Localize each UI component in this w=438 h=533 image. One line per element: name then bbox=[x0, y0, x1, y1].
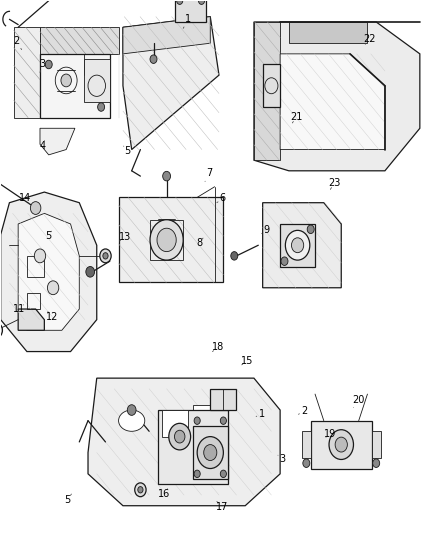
Circle shape bbox=[100, 249, 111, 263]
Bar bbox=[162, 410, 188, 437]
Polygon shape bbox=[40, 128, 75, 155]
Text: 13: 13 bbox=[119, 232, 131, 243]
Text: 11: 11 bbox=[13, 304, 25, 314]
Polygon shape bbox=[280, 54, 385, 150]
Text: 22: 22 bbox=[364, 34, 376, 44]
Text: 19: 19 bbox=[324, 429, 336, 439]
Text: 3: 3 bbox=[279, 454, 286, 464]
Bar bbox=[27, 256, 44, 277]
Circle shape bbox=[174, 430, 185, 443]
Polygon shape bbox=[14, 27, 40, 118]
Text: 14: 14 bbox=[18, 193, 31, 204]
Circle shape bbox=[329, 430, 353, 459]
Circle shape bbox=[0, 323, 3, 338]
Circle shape bbox=[47, 281, 59, 295]
Text: 18: 18 bbox=[212, 342, 224, 352]
Polygon shape bbox=[119, 197, 223, 282]
Text: 1: 1 bbox=[259, 409, 265, 419]
Polygon shape bbox=[1, 192, 97, 352]
Text: 6: 6 bbox=[219, 193, 226, 204]
Bar bbox=[210, 389, 237, 410]
Bar bbox=[280, 224, 315, 266]
Text: 17: 17 bbox=[216, 502, 229, 512]
Circle shape bbox=[34, 249, 46, 263]
Text: 7: 7 bbox=[206, 168, 212, 179]
Bar bbox=[175, 0, 206, 22]
Text: 21: 21 bbox=[290, 111, 303, 122]
Polygon shape bbox=[263, 203, 341, 288]
Bar bbox=[150, 220, 183, 260]
Text: 9: 9 bbox=[263, 225, 269, 236]
Circle shape bbox=[177, 0, 183, 4]
Text: 23: 23 bbox=[328, 177, 341, 188]
Text: 3: 3 bbox=[39, 60, 45, 69]
Ellipse shape bbox=[119, 410, 145, 431]
Circle shape bbox=[335, 437, 347, 452]
Text: 2: 2 bbox=[13, 36, 19, 46]
Circle shape bbox=[194, 470, 200, 478]
Circle shape bbox=[45, 60, 52, 69]
Polygon shape bbox=[88, 378, 280, 506]
Circle shape bbox=[98, 103, 105, 111]
Bar bbox=[263, 64, 280, 107]
Text: 15: 15 bbox=[241, 356, 254, 366]
Circle shape bbox=[135, 483, 146, 497]
Circle shape bbox=[220, 470, 226, 478]
Text: 4: 4 bbox=[39, 141, 45, 151]
Circle shape bbox=[197, 437, 223, 469]
Bar bbox=[193, 405, 210, 421]
Circle shape bbox=[204, 445, 217, 461]
Circle shape bbox=[150, 220, 183, 260]
Bar bbox=[27, 293, 40, 309]
Text: 2: 2 bbox=[301, 406, 307, 416]
Circle shape bbox=[157, 228, 176, 252]
Polygon shape bbox=[123, 17, 210, 54]
Bar bbox=[311, 421, 372, 469]
Text: 1: 1 bbox=[185, 14, 191, 25]
Polygon shape bbox=[123, 17, 219, 150]
Circle shape bbox=[103, 253, 108, 259]
Polygon shape bbox=[40, 27, 119, 54]
Bar bbox=[40, 54, 110, 118]
Bar bbox=[84, 59, 110, 102]
Circle shape bbox=[127, 405, 136, 415]
Text: 12: 12 bbox=[46, 312, 58, 322]
Polygon shape bbox=[254, 22, 420, 171]
Bar bbox=[302, 431, 311, 458]
Polygon shape bbox=[18, 213, 79, 330]
Circle shape bbox=[303, 459, 310, 467]
Circle shape bbox=[150, 55, 157, 63]
Circle shape bbox=[198, 0, 205, 4]
Circle shape bbox=[281, 257, 288, 265]
Circle shape bbox=[162, 171, 170, 181]
Text: 5: 5 bbox=[124, 146, 131, 156]
Circle shape bbox=[30, 201, 41, 214]
Bar bbox=[372, 431, 381, 458]
Circle shape bbox=[86, 266, 95, 277]
Text: 5: 5 bbox=[64, 495, 70, 505]
Circle shape bbox=[220, 417, 226, 424]
Circle shape bbox=[291, 238, 304, 253]
Bar bbox=[193, 426, 228, 479]
Text: 16: 16 bbox=[158, 489, 170, 499]
Circle shape bbox=[307, 225, 314, 233]
Text: 8: 8 bbox=[196, 238, 202, 247]
Text: 20: 20 bbox=[353, 395, 365, 406]
Polygon shape bbox=[289, 22, 367, 43]
Circle shape bbox=[231, 252, 238, 260]
Circle shape bbox=[138, 487, 143, 493]
Circle shape bbox=[61, 74, 71, 87]
Polygon shape bbox=[18, 309, 44, 330]
Text: 5: 5 bbox=[45, 231, 51, 241]
Bar bbox=[158, 410, 228, 484]
Circle shape bbox=[286, 230, 310, 260]
Circle shape bbox=[194, 417, 200, 424]
Circle shape bbox=[169, 423, 191, 450]
Polygon shape bbox=[254, 22, 280, 160]
Circle shape bbox=[373, 459, 380, 467]
